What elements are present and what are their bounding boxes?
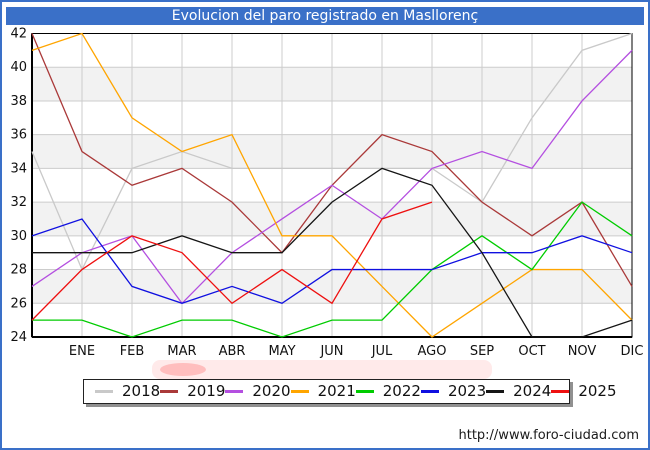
legend-dash-icon bbox=[95, 390, 113, 393]
x-tick-label: DIC bbox=[621, 344, 644, 359]
series-line-2024 bbox=[32, 167, 633, 338]
y-tick-label: 42 bbox=[10, 27, 27, 42]
x-tick-label: NOV bbox=[568, 344, 597, 359]
legend-dash-icon bbox=[355, 390, 374, 393]
y-tick-label: 40 bbox=[10, 60, 27, 75]
footer-url: http://www.foro-ciudad.com bbox=[458, 428, 639, 443]
y-tick-label: 34 bbox=[10, 161, 27, 176]
x-tick-label: JUN bbox=[319, 344, 343, 359]
legend-dash-icon bbox=[420, 390, 439, 393]
legend-dash-icon bbox=[225, 390, 244, 393]
legend-label: 2023 bbox=[447, 382, 487, 400]
x-tick-label: MAY bbox=[268, 344, 295, 359]
series-line-2023 bbox=[31, 218, 633, 304]
legend-label: 2019 bbox=[187, 382, 226, 400]
legend-label: 2024 bbox=[513, 382, 552, 400]
legend-label: 2025 bbox=[578, 382, 617, 400]
x-tick-label: ABR bbox=[219, 344, 246, 359]
chart-legend: 2018 2019 2020 2021 2022 2023 2024 2025 bbox=[83, 379, 617, 404]
legend-dash-icon bbox=[290, 390, 309, 393]
x-tick-label: OCT bbox=[518, 344, 545, 359]
x-tick-label: SEP bbox=[470, 344, 494, 359]
x-tick-label: ENE bbox=[69, 344, 95, 359]
legend-item-2019: 2019 bbox=[160, 384, 225, 399]
y-tick-label: 32 bbox=[10, 195, 27, 210]
legend-dash-icon bbox=[551, 390, 570, 393]
legend-label: 2021 bbox=[317, 382, 356, 400]
chart-title: Evolucion del paro registrado en Masllor… bbox=[6, 7, 644, 25]
legend-item-2022: 2022 bbox=[355, 382, 421, 400]
y-tick-label: 30 bbox=[10, 229, 27, 244]
legend-dash-icon bbox=[486, 390, 505, 393]
legend-item-2024: 2024 bbox=[486, 384, 551, 399]
x-tick-label: JUL bbox=[371, 344, 393, 359]
y-tick-label: 28 bbox=[10, 263, 27, 278]
foro-ciudad-watermark bbox=[152, 360, 492, 379]
series-line-2025 bbox=[31, 201, 433, 321]
x-tick-label: FEB bbox=[120, 344, 145, 359]
y-tick-label: 38 bbox=[10, 94, 27, 109]
legend-label: 2018 bbox=[122, 382, 161, 400]
legend-item-2023: 2023 bbox=[420, 382, 487, 400]
x-tick-label: AGO bbox=[418, 344, 447, 359]
y-tick-label: 24 bbox=[10, 330, 27, 345]
legend-label: 2022 bbox=[382, 382, 421, 400]
y-tick-label: 26 bbox=[10, 296, 27, 311]
y-tick-label: 36 bbox=[10, 128, 27, 143]
series-line-2022 bbox=[32, 201, 633, 338]
legend-item-2025: 2025 bbox=[551, 382, 617, 400]
legend-item-2018: 2018 bbox=[95, 384, 160, 399]
legend-label: 2020 bbox=[252, 382, 291, 400]
series-line-2018 bbox=[31, 32, 633, 272]
legend-dash-icon bbox=[160, 390, 179, 393]
x-tick-label: MAR bbox=[167, 344, 196, 359]
legend-item-2021: 2021 bbox=[290, 382, 356, 400]
legend-item-2020: 2020 bbox=[225, 382, 291, 400]
